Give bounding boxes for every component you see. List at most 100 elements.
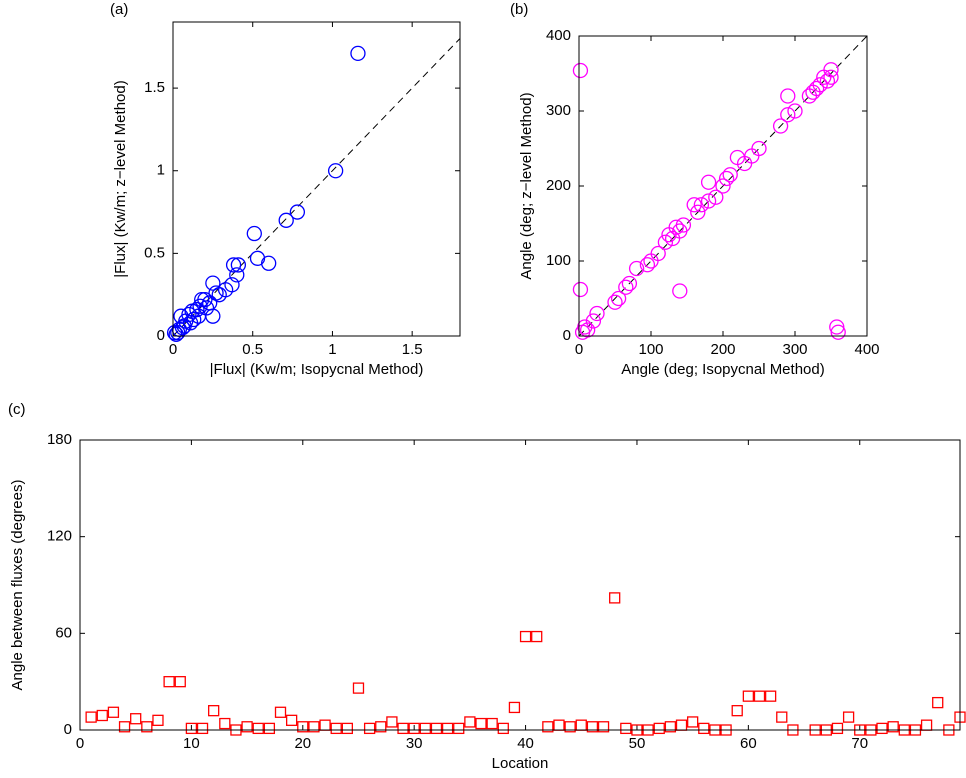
point: [585, 313, 602, 329]
point: [718, 170, 735, 187]
identity-line: [172, 38, 461, 337]
point: [163, 676, 175, 688]
y-tick-label: 300: [546, 102, 571, 119]
x-tick-label: 200: [710, 341, 735, 358]
point: [408, 722, 420, 735]
point: [130, 713, 142, 725]
y-tick-label: 180: [47, 431, 72, 448]
point: [261, 255, 277, 271]
y-axis-label: |Flux| (Kw/m; z−level Method): [112, 80, 129, 277]
point: [166, 325, 183, 341]
point: [751, 140, 767, 157]
y-tick-label: 0.5: [144, 244, 165, 261]
y-tick-label: 1.5: [144, 79, 165, 96]
point: [823, 69, 839, 85]
y-tick-label: 0: [64, 721, 72, 738]
y-axis-label: Angle (deg; z−level Method): [518, 92, 535, 279]
point: [823, 62, 839, 78]
point: [249, 250, 266, 266]
point: [441, 722, 454, 735]
point: [772, 118, 789, 134]
x-axis-label: Angle (deg; Isopycnal Method): [621, 361, 824, 378]
y-tick-label: 0: [563, 327, 571, 344]
point: [308, 721, 320, 733]
point: [152, 714, 164, 726]
point: [252, 722, 264, 735]
point: [621, 275, 638, 292]
point: [182, 315, 199, 331]
x-axis-label: |Flux| (Kw/m; Isopycnal Method): [210, 361, 424, 378]
point: [609, 592, 621, 604]
point: [363, 722, 376, 735]
point: [932, 696, 944, 709]
point: [668, 219, 684, 235]
point: [731, 705, 743, 717]
point: [698, 722, 710, 735]
point: [579, 322, 596, 338]
point: [211, 287, 227, 303]
y-tick-label: 100: [546, 252, 571, 269]
point: [278, 212, 294, 228]
point: [819, 73, 836, 89]
x-tick-label: 50: [629, 735, 646, 752]
y-tick-label: 0: [157, 327, 165, 344]
point: [564, 721, 576, 733]
point: [285, 714, 298, 726]
point: [643, 253, 659, 269]
point: [192, 298, 208, 314]
point: [887, 721, 899, 733]
identity-line: [578, 35, 868, 337]
point: [575, 719, 587, 731]
x-tick-label: 100: [638, 341, 663, 358]
point: [263, 722, 276, 735]
axes-box: [172, 21, 461, 337]
point: [386, 716, 398, 728]
x-tick-label: 400: [854, 341, 879, 358]
point: [96, 709, 108, 722]
point: [453, 722, 465, 735]
x-tick-label: 1: [328, 341, 336, 358]
point: [812, 77, 828, 93]
point: [194, 291, 210, 308]
point: [196, 722, 209, 735]
x-tick-label: 300: [782, 341, 807, 358]
point: [208, 705, 220, 717]
x-tick-label: 0: [169, 341, 177, 358]
point: [653, 722, 665, 735]
point: [675, 719, 688, 731]
panel-label: (a): [110, 1, 128, 18]
point: [327, 163, 344, 179]
point: [650, 245, 666, 262]
panel-label: (c): [8, 401, 26, 418]
point: [542, 721, 554, 733]
point: [397, 722, 409, 735]
point: [920, 719, 933, 731]
point: [700, 193, 717, 209]
point: [475, 717, 487, 730]
point: [693, 197, 710, 213]
point: [352, 682, 365, 694]
point: [572, 62, 589, 79]
point: [246, 225, 262, 242]
x-axis-label: Location: [492, 755, 549, 772]
x-tick-label: 1.5: [402, 341, 423, 358]
point: [205, 275, 221, 291]
y-tick-label: 120: [47, 528, 72, 545]
point: [700, 174, 717, 190]
point: [174, 676, 186, 688]
point: [330, 722, 342, 735]
point: [690, 204, 706, 220]
y-tick-label: 1: [157, 162, 165, 179]
point: [274, 706, 287, 718]
point: [686, 197, 702, 213]
point: [486, 717, 498, 730]
point: [744, 148, 760, 164]
point: [829, 319, 845, 335]
point: [664, 721, 677, 733]
point: [628, 260, 645, 277]
point: [141, 721, 153, 733]
point: [419, 722, 431, 735]
x-tick-label: 60: [740, 735, 757, 752]
